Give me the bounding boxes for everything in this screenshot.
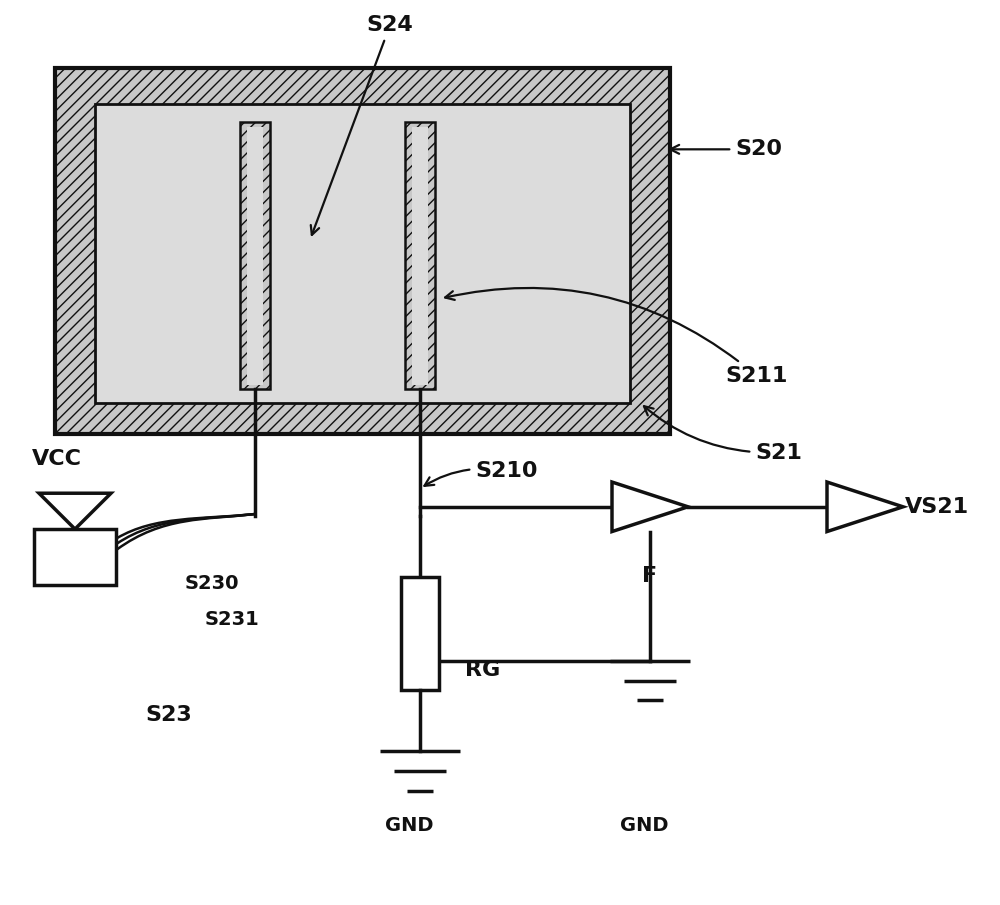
Text: RG: RG — [465, 660, 500, 680]
Bar — [240, 122, 270, 389]
Text: F: F — [642, 566, 658, 586]
Text: S231: S231 — [205, 611, 260, 629]
Text: S20: S20 — [670, 139, 782, 159]
Text: VCC: VCC — [32, 449, 82, 469]
Bar — [401, 577, 439, 690]
Bar — [95, 104, 630, 403]
Text: VS21: VS21 — [905, 497, 969, 517]
Polygon shape — [827, 482, 903, 531]
Bar — [34, 529, 116, 586]
Text: GND: GND — [620, 816, 668, 834]
Text: S230: S230 — [185, 575, 240, 593]
Text: S23: S23 — [145, 705, 192, 725]
Text: GND: GND — [385, 816, 434, 834]
Bar — [412, 127, 428, 385]
Polygon shape — [39, 493, 111, 529]
Polygon shape — [612, 482, 688, 531]
Text: S21: S21 — [644, 406, 802, 462]
Text: S210: S210 — [424, 461, 538, 486]
Bar — [55, 68, 670, 434]
Text: S24: S24 — [311, 15, 413, 235]
Text: S211: S211 — [445, 288, 787, 386]
Bar — [405, 122, 435, 389]
Bar — [247, 127, 263, 385]
